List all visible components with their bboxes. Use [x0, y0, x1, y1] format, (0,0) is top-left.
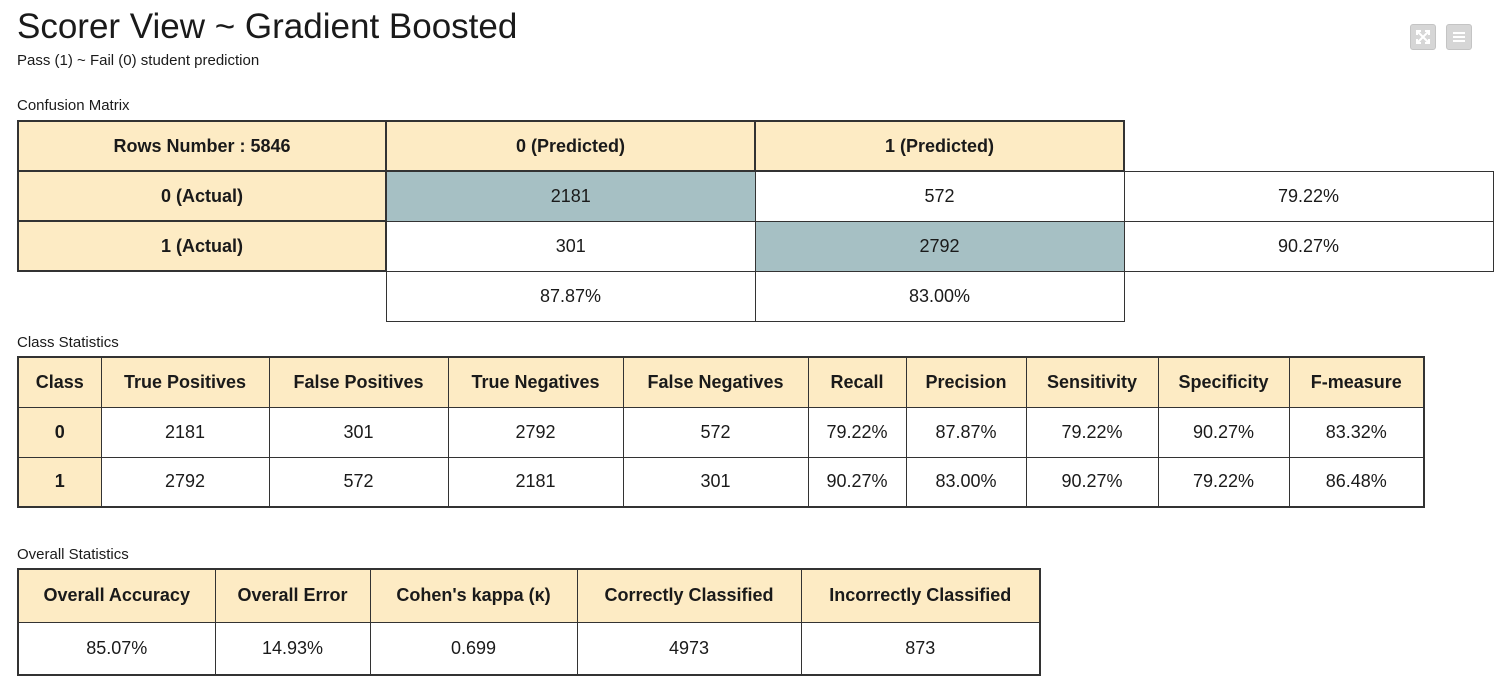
table-row: 0 (Actual) 2181 572 79.22% [17, 170, 1494, 222]
column-header: Correctly Classified [576, 568, 802, 623]
table-cell: 572 [622, 406, 809, 458]
row-rate-cell: 90.27% [1123, 220, 1494, 272]
matrix-cell: 572 [754, 170, 1125, 222]
confusion-matrix-label: Confusion Matrix [17, 97, 130, 114]
table-cell: 83.00% [905, 456, 1027, 508]
column-header: True Negatives [447, 356, 624, 408]
table-row: 1 2792 572 2181 301 90.27% 83.00% 90.27%… [17, 456, 1425, 508]
table-cell: 14.93% [214, 621, 371, 676]
page-subtitle: Pass (1) ~ Fail (0) student prediction [17, 52, 260, 69]
confusion-matrix-table: Rows Number : 5846 0 (Predicted) 1 (Pred… [17, 120, 1494, 322]
class-statistics-table: Class True Positives False Positives Tru… [17, 356, 1425, 508]
column-header: Cohen's kappa (κ) [369, 568, 578, 623]
class-statistics-label: Class Statistics [17, 334, 119, 351]
matrix-cell: 2792 [754, 220, 1125, 272]
table-header-row: Class True Positives False Positives Tru… [17, 356, 1425, 408]
table-cell: 2181 [100, 406, 270, 458]
table-cell: 90.27% [807, 456, 907, 508]
table-cell: 2792 [100, 456, 270, 508]
predicted-1-header: 1 (Predicted) [754, 120, 1125, 172]
table-cell: 2792 [447, 406, 624, 458]
actual-0-header: 0 (Actual) [17, 170, 387, 222]
overall-statistics-label: Overall Statistics [17, 546, 129, 563]
empty-cell [1124, 121, 1493, 171]
table-cell: 873 [800, 621, 1041, 676]
table-cell: 79.22% [1025, 406, 1159, 458]
menu-button[interactable] [1446, 24, 1472, 50]
class-cell: 1 [17, 456, 102, 508]
menu-icon [1451, 29, 1467, 45]
table-cell: 90.27% [1025, 456, 1159, 508]
table-cell: 86.48% [1288, 456, 1425, 508]
page-title: Scorer View ~ Gradient Boosted [17, 7, 518, 46]
table-cell: 83.32% [1288, 406, 1425, 458]
empty-cell [1124, 271, 1493, 321]
table-cell: 301 [268, 406, 449, 458]
table-row: 85.07% 14.93% 0.699 4973 873 [17, 621, 1041, 676]
column-header: Class [17, 356, 102, 408]
table-cell: 2181 [447, 456, 624, 508]
column-header: Recall [807, 356, 907, 408]
expand-button[interactable] [1410, 24, 1436, 50]
table-row: 1 (Actual) 301 2792 90.27% [17, 220, 1494, 272]
column-header: False Negatives [622, 356, 809, 408]
column-header: False Positives [268, 356, 449, 408]
actual-1-header: 1 (Actual) [17, 220, 387, 272]
column-header: Incorrectly Classified [800, 568, 1041, 623]
table-cell: 79.22% [1157, 456, 1290, 508]
expand-icon [1415, 29, 1431, 45]
table-cell: 301 [622, 456, 809, 508]
matrix-cell: 301 [385, 220, 756, 272]
table-cell: 87.87% [905, 406, 1027, 458]
column-header: Overall Accuracy [17, 568, 216, 623]
col-rate-cell: 83.00% [754, 270, 1125, 322]
column-header: Overall Error [214, 568, 371, 623]
empty-cell [18, 271, 386, 321]
table-cell: 79.22% [807, 406, 907, 458]
col-rate-cell: 87.87% [385, 270, 756, 322]
column-header: Precision [905, 356, 1027, 408]
column-header: True Positives [100, 356, 270, 408]
table-cell: 572 [268, 456, 449, 508]
table-header-row: Overall Accuracy Overall Error Cohen's k… [17, 568, 1041, 623]
column-header: Sensitivity [1025, 356, 1159, 408]
overall-statistics-table: Overall Accuracy Overall Error Cohen's k… [17, 568, 1041, 676]
table-cell: 4973 [576, 621, 802, 676]
class-cell: 0 [17, 406, 102, 458]
table-row: 0 2181 301 2792 572 79.22% 87.87% 79.22%… [17, 406, 1425, 458]
row-rate-cell: 79.22% [1123, 170, 1494, 222]
column-header: Specificity [1157, 356, 1290, 408]
predicted-0-header: 0 (Predicted) [385, 120, 756, 172]
table-cell: 85.07% [17, 621, 216, 676]
column-header: F-measure [1288, 356, 1425, 408]
matrix-cell: 2181 [385, 170, 756, 222]
rows-number-cell: Rows Number : 5846 [17, 120, 387, 172]
table-cell: 0.699 [369, 621, 578, 676]
table-cell: 90.27% [1157, 406, 1290, 458]
table-row: Rows Number : 5846 0 (Predicted) 1 (Pred… [17, 120, 1493, 172]
table-row: 87.87% 83.00% [18, 270, 1493, 322]
